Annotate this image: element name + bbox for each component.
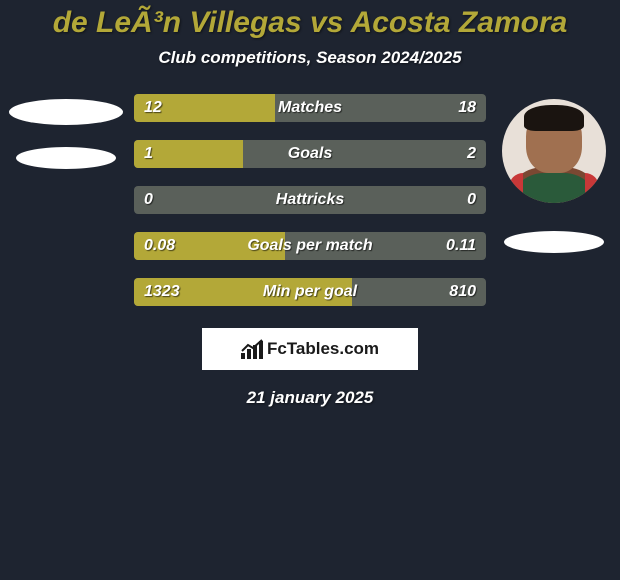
stat-value-right: 2 <box>467 145 476 163</box>
stat-value-left: 1 <box>144 145 153 163</box>
player-left-avatar-placeholder <box>9 99 123 125</box>
stat-value-left: 0.08 <box>144 237 175 255</box>
player-right-avatar <box>502 99 606 203</box>
stat-value-right: 18 <box>458 99 476 117</box>
subtitle: Club competitions, Season 2024/2025 <box>0 48 620 68</box>
logo-text: FcTables.com <box>267 339 379 359</box>
stat-value-left: 0 <box>144 191 153 209</box>
stat-value-right: 810 <box>449 283 476 301</box>
stat-value-left: 12 <box>144 99 162 117</box>
page-title: de LeÃ³n Villegas vs Acosta Zamora <box>0 0 620 40</box>
stats-bars: 12 Matches 18 1 Goals 2 0 Hattricks 0 0.08 Goals p… <box>126 94 494 306</box>
stat-value-right: 0 <box>467 191 476 209</box>
stat-bar: 1323 Min per goal 810 <box>134 278 486 306</box>
player-left-flag-placeholder <box>16 147 116 169</box>
stat-bar: 0.08 Goals per match 0.11 <box>134 232 486 260</box>
stat-bar: 1 Goals 2 <box>134 140 486 168</box>
logo-chart-icon <box>241 339 263 359</box>
player-right-flag-placeholder <box>504 231 604 253</box>
player-left-col <box>6 94 126 169</box>
stat-value-right: 0.11 <box>446 237 476 255</box>
stat-label: Goals per match <box>247 237 372 255</box>
stat-bar: 0 Hattricks 0 <box>134 186 486 214</box>
fctables-logo: FcTables.com <box>202 328 418 370</box>
player-right-col <box>494 94 614 253</box>
stat-label: Goals <box>288 145 332 163</box>
stat-bar: 12 Matches 18 <box>134 94 486 122</box>
stat-label: Min per goal <box>263 283 357 301</box>
stat-value-left: 1323 <box>144 283 180 301</box>
date-label: 21 january 2025 <box>0 388 620 408</box>
stat-label: Hattricks <box>276 191 344 209</box>
stat-label: Matches <box>278 99 342 117</box>
comparison-row: 12 Matches 18 1 Goals 2 0 Hattricks 0 0.08 Goals p… <box>0 94 620 306</box>
